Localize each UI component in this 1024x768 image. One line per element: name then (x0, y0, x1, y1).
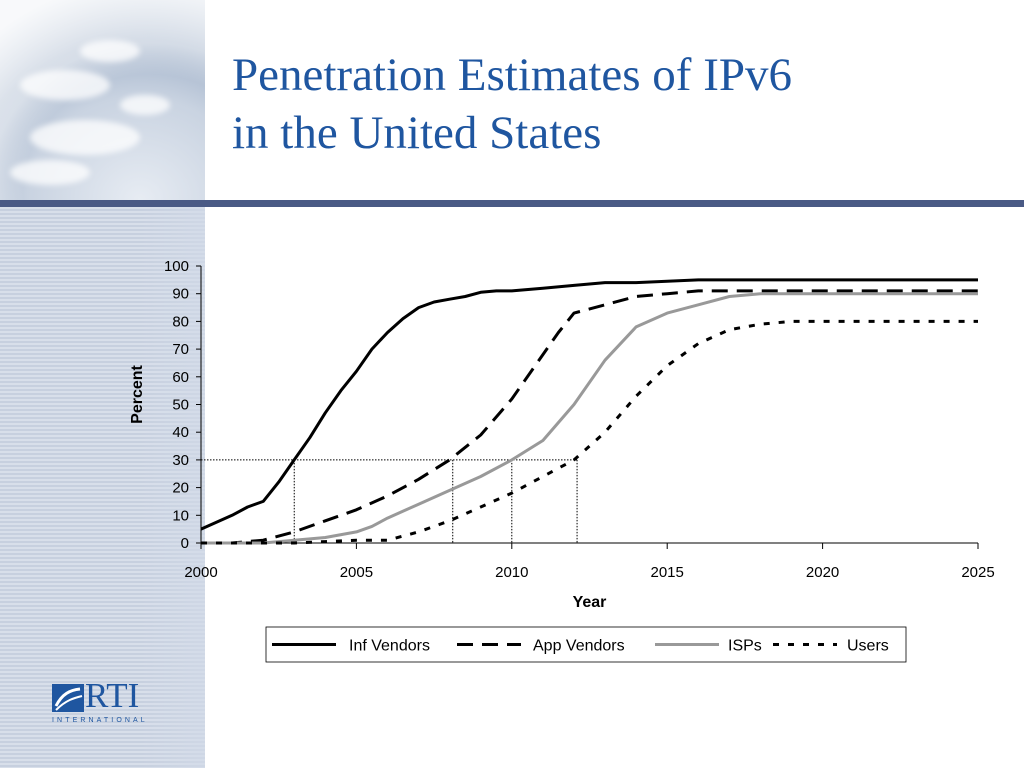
legend-label-users: Users (847, 638, 889, 655)
x-tick-label: 2025 (961, 564, 994, 581)
rti-logo-name: RTI (85, 676, 140, 715)
slide-title-line-1: Penetration Estimates of IPv6 (232, 49, 792, 101)
rti-logo: RTI INTERNATIONAL (52, 676, 162, 724)
y-tick-label: 10 (172, 507, 189, 524)
rti-logo-subtitle: INTERNATIONAL (52, 717, 148, 724)
side-stripe-fade (140, 207, 205, 768)
y-tick-label: 40 (172, 424, 189, 441)
y-tick-label: 80 (172, 313, 189, 330)
y-tick-label: 100 (164, 258, 189, 275)
y-tick-label: 90 (172, 286, 189, 303)
y-tick-label: 30 (172, 452, 189, 469)
x-tick-label: 2010 (495, 564, 528, 581)
header-rule (0, 200, 1024, 207)
series-line-isps (201, 292, 978, 545)
series-line-users (201, 319, 978, 545)
series-line-app-vendors (201, 289, 978, 545)
y-tick-label: 0 (181, 535, 189, 552)
rti-logo-mark (52, 684, 84, 712)
globe-image (0, 0, 205, 200)
x-axis-title: Year (573, 594, 607, 611)
y-tick-label: 60 (172, 369, 189, 386)
y-tick-label: 50 (172, 397, 189, 414)
series-line-inf-vendors (200, 278, 978, 531)
legend-label-isps: ISPs (728, 638, 762, 655)
x-tick-label: 2005 (340, 564, 373, 581)
x-tick-label: 2020 (806, 564, 839, 581)
legend-box (265, 626, 907, 663)
slide-title: Penetration Estimates of IPv6 in the Uni… (232, 46, 792, 162)
y-tick-label: 20 (172, 480, 189, 497)
x-tick-label: 2000 (184, 564, 217, 581)
x-tick-label: 2015 (651, 564, 684, 581)
slide-title-line-2: in the United States (232, 107, 602, 159)
y-axis-title: Percent (129, 364, 146, 423)
legend-label-app-vendors: App Vendors (533, 638, 625, 655)
y-tick-label: 70 (172, 341, 189, 358)
legend-label-inf-vendors: Inf Vendors (349, 638, 430, 655)
